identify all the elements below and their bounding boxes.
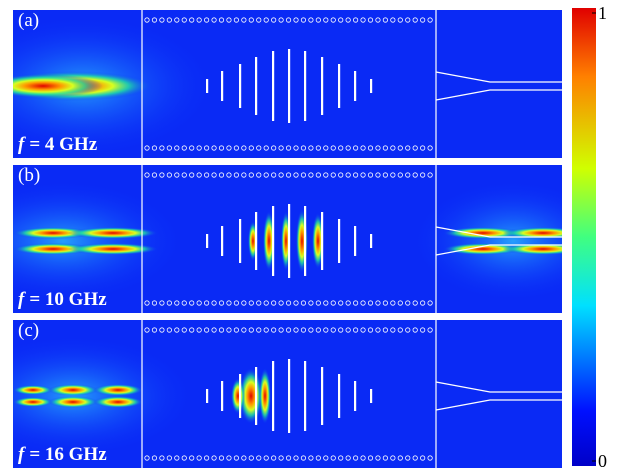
lens-strip — [239, 64, 241, 108]
frequency-label: f= 4 GHz — [18, 134, 98, 155]
lens-strip — [255, 57, 257, 115]
lens-strip — [206, 79, 208, 93]
lens-strip — [304, 361, 306, 431]
lens-strip — [338, 219, 340, 263]
field-hotspot — [48, 384, 98, 396]
lens-strip — [221, 381, 223, 411]
lens-strip — [354, 381, 356, 411]
panel: (b) f= 10 GHz — [0, 165, 613, 313]
lens-strip — [288, 49, 290, 123]
lens-strip — [255, 367, 257, 425]
lens-strip — [304, 206, 306, 276]
lens-strip — [288, 204, 290, 278]
lens-strip — [354, 226, 356, 256]
field-hotspot — [13, 385, 53, 395]
lens-strip — [370, 234, 372, 248]
figure: (a) f= 4 GHz (b) f= 10 GHz (c) f= 16 GHz 0 1 — [0, 0, 618, 470]
frequency-label: f= 10 GHz — [18, 289, 107, 310]
lens-strip — [206, 234, 208, 248]
lens-strip — [255, 212, 257, 270]
lens-strip — [221, 226, 223, 256]
field-hotspot — [259, 368, 271, 424]
lens-strip — [206, 389, 208, 403]
frequency-value: = 16 GHz — [29, 444, 107, 465]
frequency-value: = 10 GHz — [29, 289, 107, 310]
lens-strip — [304, 51, 306, 121]
colorbar-tick-label: 0 — [598, 451, 607, 470]
frequency-value: = 4 GHz — [29, 134, 97, 155]
field-hotspot — [68, 227, 158, 239]
field-hotspot — [68, 243, 158, 255]
field-hotspot — [93, 396, 143, 408]
lens-strip — [338, 64, 340, 108]
panel-label: (a) — [18, 10, 39, 31]
panel-label: (c) — [18, 320, 39, 341]
field-hotspot — [93, 384, 143, 396]
lens-strip — [239, 219, 241, 263]
field-hotspot — [13, 397, 53, 407]
lens-strip — [338, 374, 340, 418]
panel-label: (b) — [18, 165, 40, 186]
lens-strip — [321, 57, 323, 115]
lens-strip — [321, 212, 323, 270]
panel: (a) f= 4 GHz — [0, 10, 562, 158]
colorbar — [572, 8, 596, 466]
field-hotspot — [231, 378, 245, 414]
lens-strip — [272, 51, 274, 121]
lens-strip — [221, 71, 223, 101]
lens-strip — [321, 367, 323, 425]
lens-strip — [370, 79, 372, 93]
lens-strip — [272, 361, 274, 431]
colorbar-tick-label: 1 — [598, 3, 607, 23]
lens-strip — [354, 71, 356, 101]
frequency-label: f= 16 GHz — [18, 444, 107, 465]
panel: (c) f= 16 GHz — [0, 320, 562, 468]
lens-strip — [272, 206, 274, 276]
lens-strip — [288, 359, 290, 433]
panels: (a) f= 4 GHz (b) f= 10 GHz (c) f= 16 GHz — [0, 10, 613, 468]
field-hotspot — [48, 396, 98, 408]
lens-strip — [370, 389, 372, 403]
lens-strip — [239, 374, 241, 418]
